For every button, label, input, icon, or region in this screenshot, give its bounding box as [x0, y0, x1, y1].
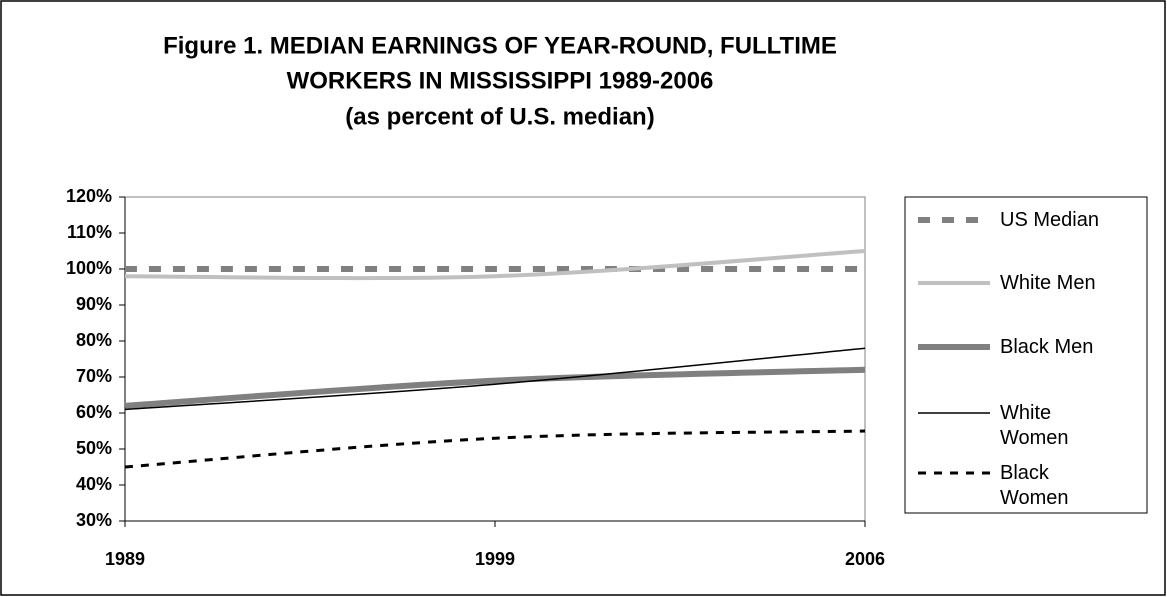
chart-title: WORKERS IN MISSISSIPPI 1989-2006 — [287, 67, 714, 94]
chart-title: Figure 1. MEDIAN EARNINGS OF YEAR-ROUND,… — [163, 32, 837, 59]
y-tick-label: 60% — [76, 402, 112, 422]
series-line — [124, 249, 866, 281]
legend-label: US Median — [1000, 208, 1099, 231]
y-tick-label: 110% — [67, 222, 112, 242]
legend-label: Black Men — [1000, 335, 1094, 358]
y-tick-label: 80% — [76, 330, 112, 350]
legend-box — [904, 196, 1148, 514]
x-tick-label: 2006 — [845, 549, 885, 569]
x-tick-label: 1999 — [475, 549, 515, 569]
legend-label: Black Women — [1000, 461, 1069, 509]
x-tick-label: 1989 — [105, 549, 145, 569]
y-tick-label: 90% — [76, 294, 112, 314]
legend-label: White Men — [1000, 271, 1096, 294]
y-tick-label: 100% — [66, 258, 112, 278]
chart-subtitle: (as percent of U.S. median) — [345, 103, 654, 130]
y-tick-label: 70% — [76, 366, 112, 386]
legend-label: White Women — [1000, 401, 1069, 449]
series-line — [124, 429, 866, 469]
y-tick-label: 50% — [76, 438, 112, 458]
y-tick-label: 40% — [76, 474, 112, 494]
y-tick-label: 30% — [76, 510, 112, 530]
y-tick-label: 120% — [66, 186, 112, 206]
series-line — [124, 366, 866, 409]
series-line — [124, 347, 866, 411]
